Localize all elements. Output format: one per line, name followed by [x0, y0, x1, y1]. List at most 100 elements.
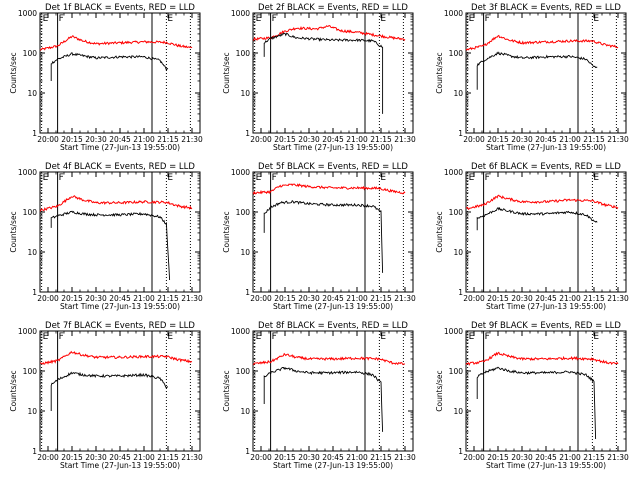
x-axis-label: Start Time (27-Jun-13 19:55:00)	[60, 143, 180, 152]
y-tick-label: 1	[458, 447, 463, 456]
chart-panel-8: Det 8f BLACK = Events, RED = LLD 1 10 100 10…	[222, 321, 416, 470]
x-tick-label: 21:00	[346, 453, 368, 462]
x-axis-label: Start Time (27-Jun-13 19:55:00)	[60, 461, 180, 470]
x-tick-label: 20:15	[487, 135, 509, 144]
y-axis-label: Counts/sec	[9, 370, 18, 411]
y-tick-label: 10	[240, 407, 250, 416]
x-tick-label: 21:15	[583, 294, 605, 303]
series-line-lld-red	[465, 194, 619, 211]
x-tick-label: 20:45	[109, 453, 131, 462]
x-tick-label: 21:30	[394, 294, 416, 303]
x-tick-label: 21:30	[607, 294, 629, 303]
y-axis-label: Counts/sec	[435, 211, 444, 252]
x-tick-label: 20:45	[535, 294, 557, 303]
x-tick-label: 20:00	[37, 135, 59, 144]
y-tick-label: 100	[236, 49, 251, 58]
x-tick-label: 20:00	[463, 135, 485, 144]
series-line-events-black	[476, 51, 598, 90]
y-tick-label: 10	[453, 407, 463, 416]
x-tick-label: 20:15	[274, 135, 296, 144]
chart-panel-1: Det 1f BLACK = Events, RED = LLD 1 10 100 10…	[9, 3, 203, 152]
time-marker-label: E	[593, 332, 599, 342]
x-tick-label: 20:30	[85, 294, 107, 303]
time-marker-label: E	[469, 14, 475, 24]
y-axis-label: Counts/sec	[222, 211, 231, 252]
x-tick-label: 20:30	[511, 294, 533, 303]
time-marker-label: F	[59, 173, 64, 183]
plot-frame	[465, 171, 627, 293]
y-tick-label: 10	[27, 89, 37, 98]
y-tick-label: 1000	[231, 327, 250, 336]
x-axis-label: Start Time (27-Jun-13 19:55:00)	[486, 302, 606, 311]
x-tick-label: 20:45	[322, 453, 344, 462]
chart-title: Det 8f BLACK = Events, RED = LLD	[258, 321, 408, 331]
time-marker-label: E	[43, 14, 49, 24]
y-axis-label: Counts/sec	[222, 370, 231, 411]
series-line-events-black	[263, 366, 384, 432]
time-marker-label: E	[469, 173, 475, 183]
x-tick-label: 20:15	[487, 453, 509, 462]
x-tick-label: 20:30	[298, 135, 320, 144]
chart-panel-4: Det 4f BLACK = Events, RED = LLD 1 10 100 10…	[9, 162, 203, 311]
time-marker-label: E	[43, 173, 49, 183]
x-tick-label: 21:15	[370, 453, 392, 462]
plot-frame	[252, 171, 414, 293]
series-line-lld-red	[252, 25, 406, 42]
x-axis-label: Start Time (27-Jun-13 19:55:00)	[486, 143, 606, 152]
y-tick-label: 100	[236, 367, 251, 376]
y-tick-label: 10	[27, 248, 37, 257]
x-tick-label: 21:30	[607, 453, 629, 462]
y-tick-label: 10	[453, 248, 463, 257]
time-marker-label: F	[272, 14, 277, 24]
y-axis-label: Counts/sec	[435, 52, 444, 93]
plot-frame	[39, 330, 201, 452]
series-line-lld-red	[39, 35, 193, 51]
y-tick-label: 100	[449, 367, 464, 376]
x-tick-label: 20:45	[322, 135, 344, 144]
y-axis-label: Counts/sec	[435, 370, 444, 411]
chart-title: Det 1f BLACK = Events, RED = LLD	[45, 3, 195, 13]
x-tick-label: 20:45	[322, 294, 344, 303]
time-marker-label: E	[380, 332, 386, 342]
y-tick-label: 1	[32, 288, 37, 297]
time-marker-label: E	[167, 332, 173, 342]
x-tick-label: 20:15	[487, 294, 509, 303]
x-tick-label: 20:30	[511, 135, 533, 144]
x-tick-label: 20:00	[250, 294, 272, 303]
x-tick-label: 20:30	[85, 453, 107, 462]
y-tick-label: 1000	[231, 9, 250, 18]
chart-title: Det 3f BLACK = Events, RED = LLD	[471, 3, 621, 13]
x-tick-label: 21:15	[157, 453, 179, 462]
chart-title: Det 7f BLACK = Events, RED = LLD	[45, 321, 195, 331]
x-axis-label: Start Time (27-Jun-13 19:55:00)	[486, 461, 606, 470]
x-tick-label: 20:15	[274, 294, 296, 303]
x-tick-label: 20:00	[463, 453, 485, 462]
x-tick-label: 20:00	[37, 294, 59, 303]
x-tick-label: 21:00	[133, 453, 155, 462]
x-tick-label: 21:15	[157, 294, 179, 303]
x-tick-label: 21:00	[133, 294, 155, 303]
x-tick-label: 20:45	[109, 135, 131, 144]
series-line-lld-red	[252, 183, 406, 196]
time-marker-label: F	[59, 332, 64, 342]
x-tick-label: 21:30	[394, 453, 416, 462]
x-tick-label: 20:30	[85, 135, 107, 144]
x-tick-label: 21:15	[157, 135, 179, 144]
plot-frame	[39, 12, 201, 134]
y-tick-label: 1000	[444, 327, 463, 336]
chart-panel-6: Det 6f BLACK = Events, RED = LLD 1 10 100 10…	[435, 162, 629, 311]
time-marker-label: E	[256, 14, 262, 24]
time-marker-label: E	[593, 173, 599, 183]
y-tick-label: 100	[23, 208, 38, 217]
series-line-lld-red	[39, 195, 193, 212]
x-tick-label: 21:00	[133, 135, 155, 144]
time-marker-label: E	[469, 332, 475, 342]
time-marker-label: F	[272, 332, 277, 342]
series-line-lld-red	[465, 351, 619, 366]
y-tick-label: 100	[449, 208, 464, 217]
y-tick-label: 100	[236, 208, 251, 217]
x-tick-label: 21:00	[346, 294, 368, 303]
time-marker-label: F	[485, 332, 490, 342]
series-line-lld-red	[39, 350, 193, 365]
